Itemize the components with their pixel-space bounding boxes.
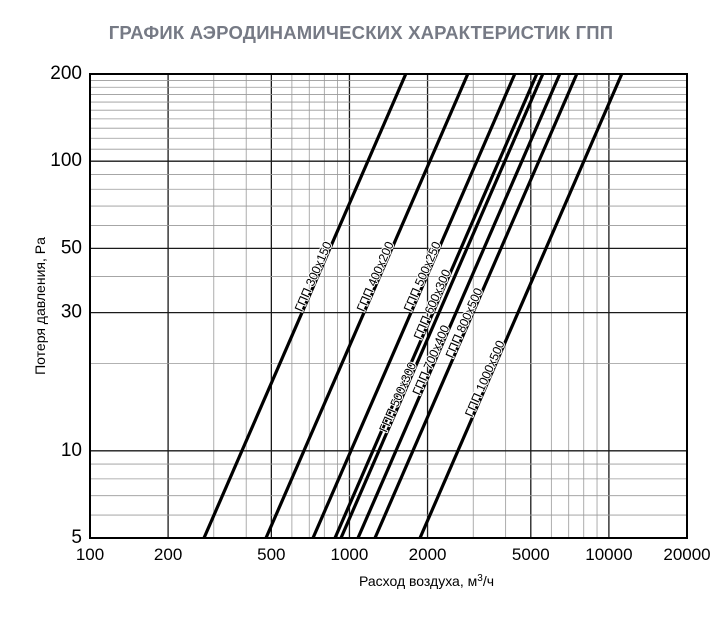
svg-text:100: 100 <box>76 545 104 564</box>
svg-text:Расход воздуха, м3/ч: Расход воздуха, м3/ч <box>359 573 494 590</box>
svg-text:10: 10 <box>61 440 82 461</box>
svg-text:100: 100 <box>50 150 82 171</box>
svg-text:Потеря давления, Pa: Потеря давления, Pa <box>32 237 48 375</box>
svg-text:200: 200 <box>50 63 82 84</box>
svg-text:20000: 20000 <box>663 545 710 564</box>
svg-text:2000: 2000 <box>409 545 447 564</box>
svg-text:1000: 1000 <box>330 545 368 564</box>
svg-text:10000: 10000 <box>585 545 632 564</box>
svg-text:30: 30 <box>61 302 82 323</box>
svg-text:50: 50 <box>61 237 82 258</box>
svg-text:500: 500 <box>257 545 285 564</box>
svg-text:ГРАФИК АЭРОДИНАМИЧЕСКИХ ХАРАКТ: ГРАФИК АЭРОДИНАМИЧЕСКИХ ХАРАКТЕРИСТИК ГП… <box>109 22 614 43</box>
svg-text:200: 200 <box>154 545 182 564</box>
svg-text:5000: 5000 <box>512 545 550 564</box>
